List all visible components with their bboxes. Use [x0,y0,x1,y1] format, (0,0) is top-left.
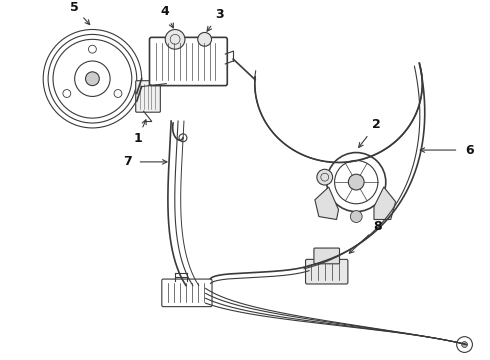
Circle shape [350,211,362,222]
Circle shape [63,90,71,98]
Circle shape [114,90,122,98]
Text: 5: 5 [70,1,90,24]
Circle shape [165,30,185,49]
FancyBboxPatch shape [306,259,348,284]
FancyBboxPatch shape [149,37,227,86]
Text: 7: 7 [123,156,132,168]
Text: 4: 4 [161,5,173,28]
Text: 8: 8 [349,220,382,253]
Text: 6: 6 [466,144,474,157]
Circle shape [86,72,99,86]
Circle shape [462,342,467,347]
Polygon shape [374,187,395,220]
FancyBboxPatch shape [314,248,340,264]
FancyBboxPatch shape [162,279,212,307]
Circle shape [89,45,97,53]
Circle shape [317,169,333,185]
FancyBboxPatch shape [136,81,160,112]
Circle shape [348,174,364,190]
Circle shape [198,32,212,46]
Text: 1: 1 [133,120,146,145]
Text: 3: 3 [207,8,224,31]
Text: 2: 2 [359,118,380,147]
Polygon shape [315,187,339,220]
